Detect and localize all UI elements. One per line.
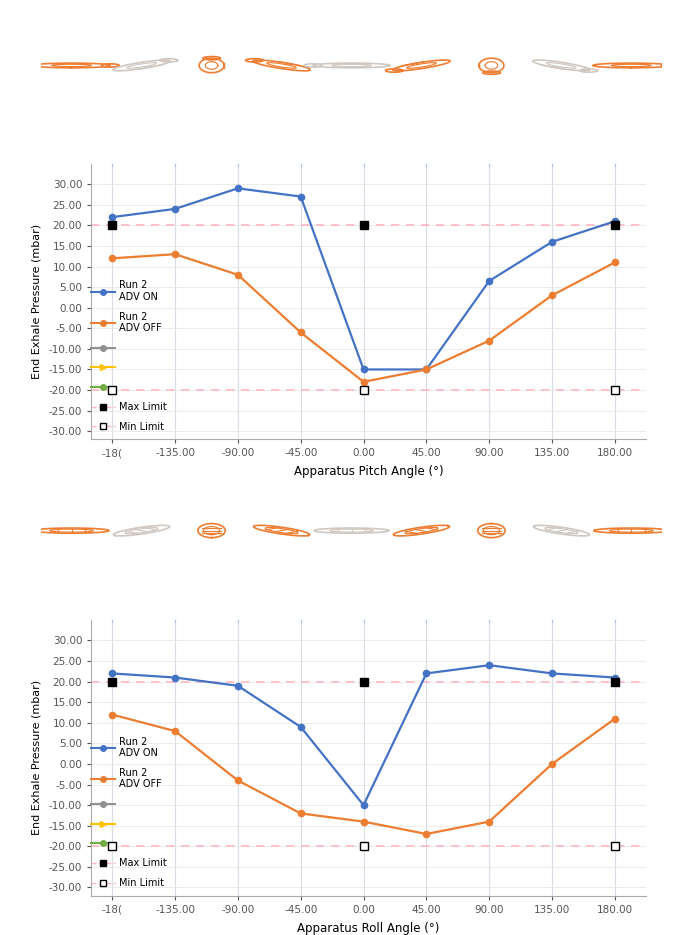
Y-axis label: End Exhale Pressure (mbar): End Exhale Pressure (mbar) xyxy=(32,681,42,835)
X-axis label: Apparatus Pitch Angle (°): Apparatus Pitch Angle (°) xyxy=(293,466,443,479)
Legend: Run 2
ADV ON, Run 2
ADV OFF, , , , Max Limit, Min Limit: Run 2 ADV ON, Run 2 ADV OFF, , , , Max L… xyxy=(91,280,166,432)
X-axis label: Apparatus Roll Angle (°): Apparatus Roll Angle (°) xyxy=(297,922,439,935)
Legend: Run 2
ADV ON, Run 2
ADV OFF, , , , Max Limit, Min Limit: Run 2 ADV ON, Run 2 ADV OFF, , , , Max L… xyxy=(91,737,166,888)
Y-axis label: End Exhale Pressure (mbar): End Exhale Pressure (mbar) xyxy=(32,224,42,379)
